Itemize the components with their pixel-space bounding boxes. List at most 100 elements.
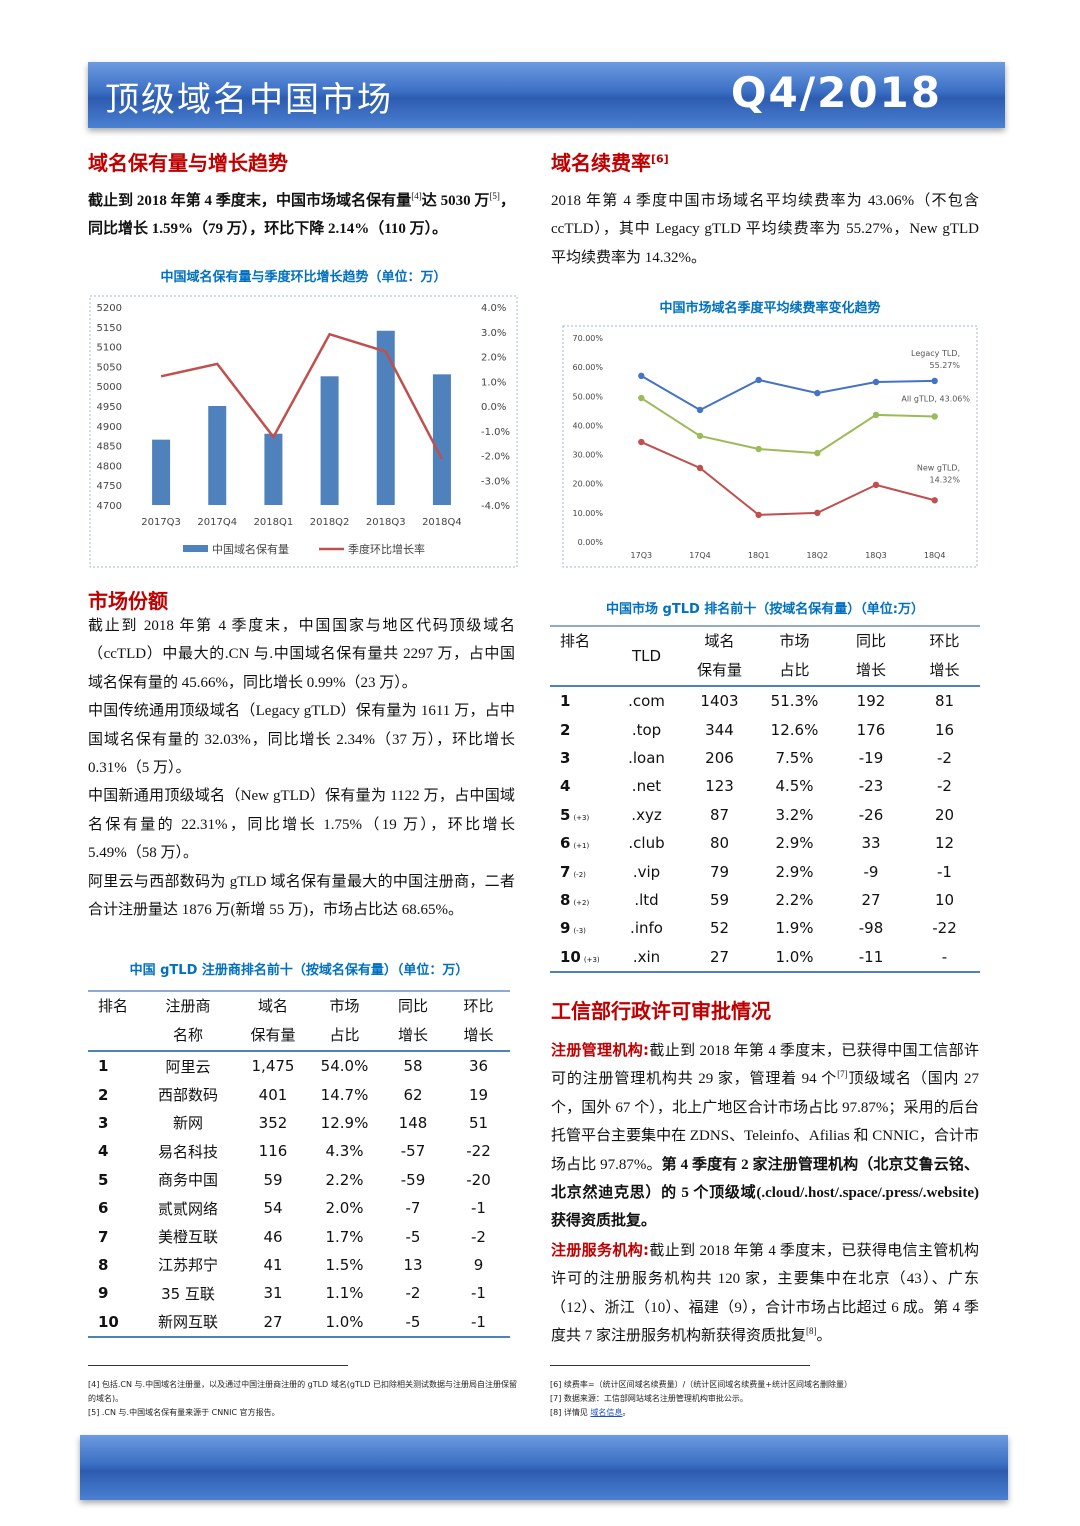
rank: 7 — [98, 1227, 109, 1246]
cell: 176 — [856, 720, 886, 739]
cell: 19 — [468, 1085, 489, 1104]
x-tick-label: 17Q4 — [689, 551, 711, 560]
cell: -1 — [937, 862, 952, 881]
cell: .info — [630, 919, 663, 938]
rank: 6 — [98, 1199, 109, 1218]
x-tick-label: 2018Q1 — [254, 517, 294, 528]
header-cell: 市场 占比 — [756, 626, 833, 687]
cell: 2.2% — [325, 1170, 364, 1189]
rank-cell: 3 — [88, 1109, 140, 1137]
label-run: 注册管理机构: — [551, 1041, 650, 1059]
cell: 10 — [934, 890, 955, 909]
cell: -59 — [400, 1170, 426, 1189]
y-tick-label: 5150 — [97, 323, 122, 334]
point — [755, 445, 762, 453]
cell: -26 — [858, 805, 884, 824]
cell: -1 — [471, 1284, 486, 1303]
header-cell: 域名 保有量 — [683, 626, 756, 687]
header-row: 排名 注册商 名称 域名 保有量 市场 占比 同比 增长 环比 增长 — [88, 991, 510, 1052]
point — [872, 411, 880, 419]
y-tick-label: 60.00% — [572, 363, 603, 372]
header-text: 占比 — [779, 661, 810, 679]
cell: 27 — [263, 1312, 283, 1331]
rank: 4 — [98, 1142, 109, 1161]
cell: 27 — [861, 890, 881, 909]
sup-run: [5] — [489, 191, 500, 201]
table-body: 1 .com 1403 51.3% 192 81 2 .top 344 12.6% 176 16 3 .l… — [550, 686, 980, 972]
paragraph: [5] .CN 与.中国域名保有量来源于 CNNIC 官方报告。 — [88, 1406, 518, 1420]
link-run[interactable]: 域名信息 — [590, 1408, 623, 1417]
y-tick-label: 5050 — [97, 362, 122, 373]
y2-tick-label: 0.0% — [481, 402, 506, 413]
y2-tick-label: -1.0% — [481, 427, 510, 438]
cell: -5 — [405, 1227, 421, 1246]
heading-text: 域名续费率 — [551, 151, 651, 175]
cell: 新网互联 — [157, 1313, 218, 1332]
legend-label: 中国域名保有量 — [212, 542, 289, 556]
cell: .com — [628, 692, 665, 711]
cell: 12 — [934, 834, 955, 853]
rank: 5 — [560, 805, 571, 824]
series-label: 55.27% — [929, 361, 960, 370]
text-run: [6] 续费率=（统计区间域名续费量）/（统计区间域名续费量+统计区间域名删除量… — [550, 1380, 852, 1389]
cell: -20 — [466, 1170, 491, 1189]
table-row: 8 (+2) .ltd 59 2.2% 27 10 — [550, 886, 980, 914]
cell: 3.2% — [775, 805, 814, 824]
table-row: 4 易名科技 116 4.3% -57 -22 — [88, 1137, 510, 1165]
rank-cell: 1 — [88, 1051, 140, 1080]
rank: 1 — [560, 692, 571, 711]
header-text: 增长 — [463, 1026, 494, 1044]
rank-cell: 2 — [550, 715, 610, 743]
cell: -5 — [405, 1312, 421, 1331]
header-row: 排名 TLD 域名 保有量 市场 占比 同比 增长 环比 增长 — [550, 626, 980, 687]
header-text: 名称 — [172, 1026, 203, 1044]
footnote-rule — [550, 1365, 810, 1366]
line — [640, 441, 935, 516]
cell: 14.7% — [320, 1085, 369, 1104]
cell: 27 — [709, 947, 730, 966]
table-row: 1 .com 1403 51.3% 192 81 — [550, 686, 980, 715]
paragraph: 阿里云与西部数码为 gTLD 域名保有量最大的中国注册商，二者合计注册量达 18… — [88, 868, 515, 925]
y2-tick-label: 3.0% — [481, 328, 506, 339]
y-tick-label: 4750 — [97, 481, 122, 492]
rank: 7 — [560, 862, 571, 881]
table-row: 4 .net 123 4.5% -23 -2 — [550, 772, 980, 800]
table-head: 排名 TLD 域名 保有量 市场 占比 同比 增长 环比 增长 — [550, 626, 980, 687]
section-heading: 域名保有量与增长趋势 — [88, 151, 288, 175]
cell: -2 — [405, 1284, 421, 1303]
cell: 148 — [398, 1113, 428, 1132]
rank: 9 — [560, 919, 571, 938]
paragraph: 注册服务机构:截止到 2018 年第 4 季度末，已获得电信主管机构许可的注册服… — [551, 1236, 979, 1351]
cell: 16 — [934, 720, 955, 739]
y-tick-label: 10.00% — [572, 509, 603, 518]
header-text: 域名 — [257, 997, 288, 1015]
cell: 36 — [468, 1057, 489, 1076]
y2-tick-label: -3.0% — [481, 476, 510, 487]
table-row: 2 西部数码 401 14.7% 62 19 — [88, 1080, 510, 1108]
rank: 2 — [560, 720, 571, 739]
cell: 87 — [709, 805, 730, 824]
cell: 123 — [705, 777, 734, 796]
y-tick-label: 5000 — [97, 382, 122, 393]
rank-change: (-2) — [573, 870, 586, 879]
cell: -2 — [937, 777, 952, 796]
header-band — [88, 62, 1005, 128]
rank: 1 — [98, 1057, 109, 1076]
cell: 51.3% — [770, 692, 819, 711]
cell: .xin — [632, 947, 661, 966]
rank-change: (+3) — [573, 813, 590, 822]
bar — [376, 330, 395, 505]
cell: .top — [631, 720, 662, 739]
section-heading: 域名续费率[6] — [551, 147, 669, 176]
cell: 商务中国 — [157, 1171, 218, 1190]
point — [931, 497, 938, 504]
y-tick-label: 4850 — [97, 442, 122, 453]
line — [160, 332, 444, 460]
cell: 81 — [934, 692, 955, 711]
cell: 54.0% — [320, 1057, 369, 1076]
cell: 20 — [934, 805, 955, 824]
cell: 2.9% — [775, 834, 814, 853]
label-run: 注册服务机构: — [551, 1240, 650, 1259]
y2-tick-label: 2.0% — [481, 353, 506, 364]
y2-tick-label: -4.0% — [481, 501, 510, 512]
